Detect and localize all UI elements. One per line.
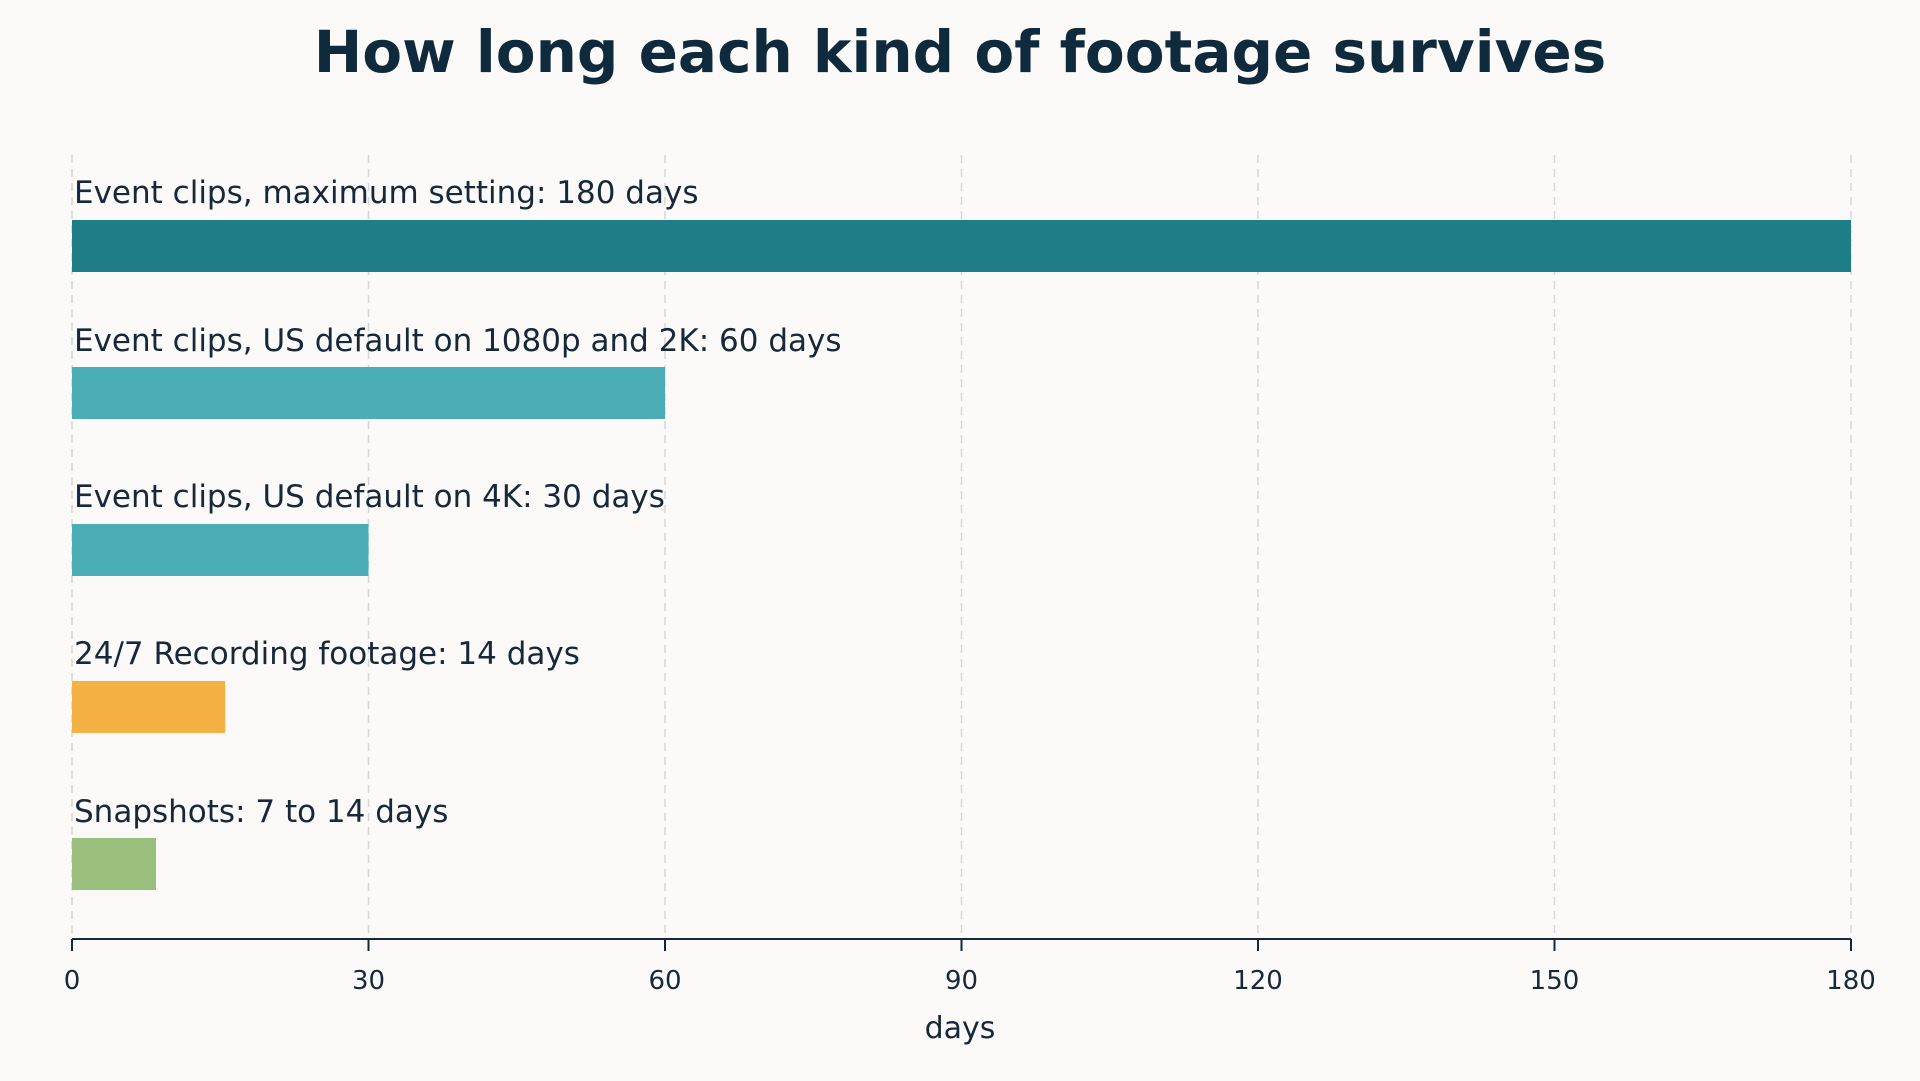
bar xyxy=(72,524,369,576)
bar xyxy=(72,681,226,733)
chart-title: How long each kind of footage survives xyxy=(314,18,1607,86)
x-tick-label: 60 xyxy=(648,966,681,996)
bar xyxy=(72,220,1851,272)
x-axis-title: days xyxy=(925,1011,996,1046)
bar-label: Event clips, maximum setting: 180 days xyxy=(74,175,698,211)
bars: Event clips, maximum setting: 180 days Ev… xyxy=(72,175,1851,890)
bar-label: 24/7 Recording footage: 14 days xyxy=(74,636,580,672)
bar xyxy=(72,838,157,890)
bar-label: Event clips, US default on 4K: 30 days xyxy=(74,479,665,515)
bar-label: Event clips, US default on 1080p and 2K:… xyxy=(74,323,842,359)
x-tick-label: 90 xyxy=(945,966,978,996)
bar xyxy=(72,367,665,419)
x-tick-label: 30 xyxy=(352,966,385,996)
x-ticks: 0 30 60 90 120 150 180 xyxy=(64,939,1876,996)
x-tick-label: 120 xyxy=(1233,966,1283,996)
x-tick-label: 180 xyxy=(1826,966,1876,996)
x-tick-label: 0 xyxy=(64,966,81,996)
bar-label: Snapshots: 7 to 14 days xyxy=(74,794,448,830)
x-tick-label: 150 xyxy=(1530,966,1580,996)
